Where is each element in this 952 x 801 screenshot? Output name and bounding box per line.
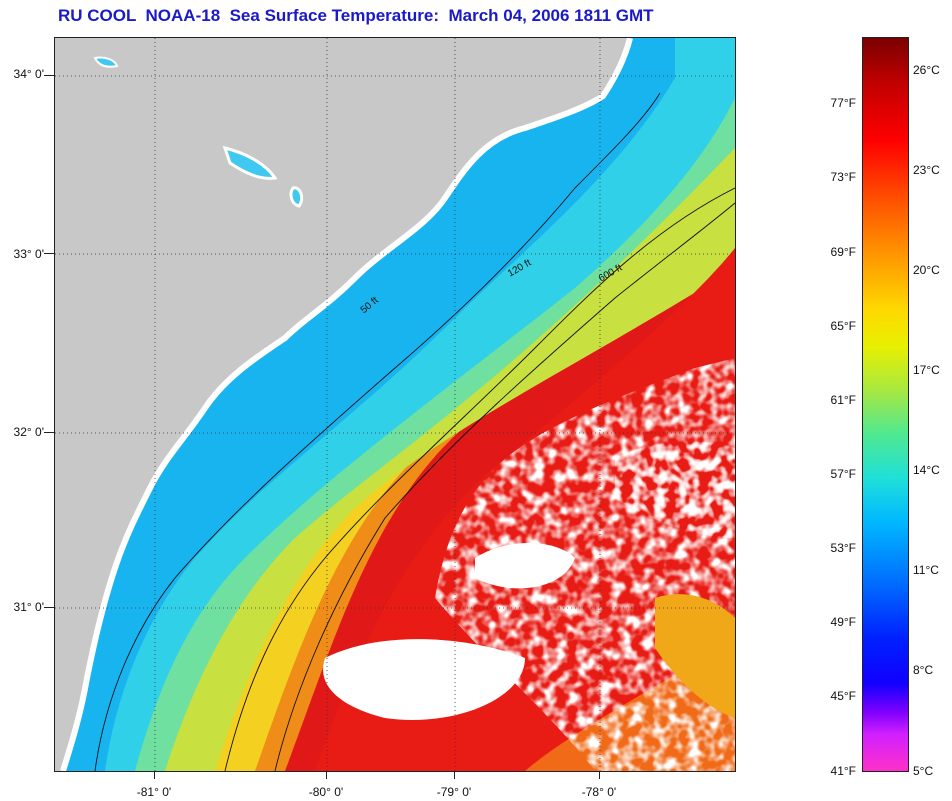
- land: [55, 38, 630, 771]
- lat-tick: [44, 432, 54, 433]
- warm-tongue: [655, 594, 735, 718]
- cb-label-c-5: 5°C: [913, 764, 934, 778]
- lon-tick: [454, 771, 455, 779]
- temperature-colorbar: [862, 37, 909, 772]
- cb-label-f-73: 73°F: [830, 170, 856, 184]
- lat-label-32: 32° 0': [13, 425, 44, 439]
- lat-tick: [44, 253, 54, 254]
- coast-fringe: [60, 38, 633, 771]
- lake-marion: [222, 145, 278, 180]
- graticule: [55, 38, 735, 771]
- cb-label-f-61: 61°F: [830, 393, 856, 407]
- cb-label-c-11: 11°C: [913, 563, 939, 577]
- contour-50ft: [94, 92, 661, 771]
- cb-label-c-20: 20°C: [913, 263, 940, 277]
- lat-label-33: 33° 0': [13, 247, 44, 261]
- sst-map-canvas: [55, 38, 735, 771]
- lon-label-81: -81° 0': [136, 785, 172, 799]
- lat-label-34: 34° 0': [13, 67, 44, 81]
- cb-label-f-49: 49°F: [830, 615, 856, 629]
- cloud-cover: [323, 358, 735, 771]
- lat-tick: [44, 607, 54, 608]
- lat-tick: [44, 75, 54, 76]
- cb-label-f-45: 45°F: [830, 689, 856, 703]
- sst-map[interactable]: [54, 37, 736, 772]
- cb-label-c-17: 17°C: [913, 363, 940, 377]
- cb-label-f-57: 57°F: [830, 467, 856, 481]
- cb-label-f-41: 41°F: [830, 764, 856, 778]
- lon-tick: [326, 771, 327, 779]
- lake-moultrie: [289, 186, 304, 208]
- cb-label-c-23: 23°C: [913, 163, 940, 177]
- lon-tick: [154, 771, 155, 779]
- contour-120ft: [224, 187, 735, 771]
- cb-label-c-14: 14°C: [913, 463, 940, 477]
- cb-label-f-53: 53°F: [830, 541, 856, 555]
- contour-600ft: [274, 202, 735, 771]
- lon-label-78: -78° 0': [581, 785, 617, 799]
- lake-north: [93, 56, 119, 68]
- cb-label-f-77: 77°F: [830, 96, 856, 110]
- cb-label-c-26: 26°C: [913, 63, 940, 77]
- cb-label-c-8: 8°C: [913, 663, 934, 677]
- lon-label-79: -79° 0': [436, 785, 472, 799]
- lat-label-31: 31° 0': [13, 600, 44, 614]
- map-title: RU COOL NOAA-18 Sea Surface Temperature:…: [58, 6, 654, 25]
- lon-tick: [599, 771, 600, 779]
- cb-label-f-65: 65°F: [830, 319, 856, 333]
- cb-label-f-69: 69°F: [830, 245, 856, 259]
- lon-label-80: -80° 0': [308, 785, 344, 799]
